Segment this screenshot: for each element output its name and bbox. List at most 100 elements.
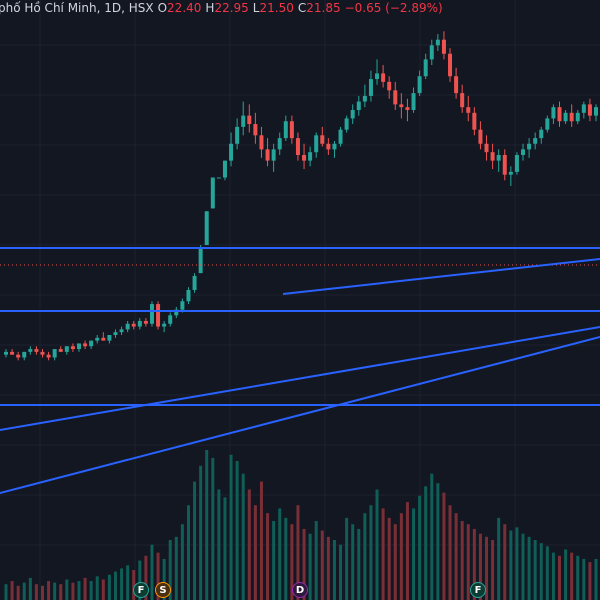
volume-bar — [174, 536, 178, 600]
candle-body — [514, 155, 519, 172]
volume-bar — [339, 544, 343, 600]
volume-bar — [205, 450, 209, 600]
volume-bar — [454, 513, 458, 600]
volume-bar — [47, 581, 51, 600]
candle-body — [229, 143, 234, 161]
volume-bar — [491, 540, 495, 600]
drawings[interactable] — [0, 247, 600, 494]
candle-body — [289, 121, 294, 139]
volume-bar — [375, 489, 379, 600]
high-value: 22.95 — [214, 1, 249, 15]
volume-bar — [308, 533, 312, 600]
volume-bar — [259, 481, 263, 600]
volume-bar — [77, 581, 81, 600]
candle-body — [460, 93, 465, 108]
volume-bar — [418, 495, 422, 600]
candle-body — [484, 143, 489, 153]
candle-body — [496, 155, 501, 161]
candle-body — [308, 152, 313, 161]
candle-body — [52, 349, 57, 358]
candle-body — [265, 149, 270, 161]
candle-body — [539, 129, 544, 139]
volume-bar — [247, 489, 251, 600]
candle-body — [89, 340, 94, 347]
volume-bar — [89, 581, 93, 600]
volume-bar — [290, 524, 294, 600]
candle-body — [399, 104, 404, 108]
volume-bar — [436, 483, 440, 600]
volume-bar — [478, 533, 482, 600]
volume-bar — [193, 481, 197, 600]
candle-body — [241, 115, 246, 127]
volume-bar — [120, 568, 124, 600]
candle-body — [326, 143, 331, 150]
candle-body — [411, 93, 416, 110]
volume-bar — [332, 540, 336, 600]
event-marker-dividend[interactable]: D — [292, 582, 308, 598]
candle-body — [131, 323, 136, 327]
volume-bar — [126, 565, 130, 600]
candle-body — [95, 337, 100, 341]
volume-bar — [217, 489, 221, 600]
candle-body — [569, 112, 574, 122]
candle-body — [314, 135, 319, 153]
open-value: 22.40 — [167, 1, 202, 15]
volume-bar — [296, 505, 300, 600]
candle-body — [350, 110, 355, 119]
candle-body — [137, 320, 142, 327]
candle-body — [4, 351, 8, 355]
candle-body — [40, 351, 45, 355]
candle-body — [64, 346, 69, 352]
candle-body — [174, 309, 179, 316]
volume-bar — [156, 552, 160, 600]
volume-bar — [278, 508, 282, 600]
candle-body — [581, 104, 586, 113]
volume-bar — [229, 454, 233, 600]
candle-body — [143, 320, 148, 324]
volume-bar — [144, 555, 148, 600]
candle-body — [58, 349, 63, 352]
candle-body — [423, 59, 428, 77]
volume-bar — [4, 584, 8, 600]
volume-bar — [369, 505, 373, 600]
trendline-channel-top[interactable] — [0, 326, 600, 431]
trendline-upper[interactable] — [282, 258, 600, 295]
candle-body — [76, 343, 81, 350]
event-marker-earnings-2[interactable]: F — [470, 582, 486, 598]
volume-bar — [235, 461, 239, 600]
candle-body — [478, 129, 483, 144]
candle-body — [259, 135, 264, 150]
candle-body — [186, 290, 191, 302]
event-marker-earnings[interactable]: F — [133, 582, 149, 598]
candle-body — [332, 143, 337, 150]
volume-bar — [326, 536, 330, 600]
volume-bar — [430, 473, 434, 600]
candle-body — [210, 177, 215, 209]
trendline-channel-bottom[interactable] — [0, 336, 600, 494]
change-value: −0.65 (−2.89%) — [344, 1, 443, 15]
volume-bar — [405, 502, 409, 600]
candle-body — [113, 332, 118, 335]
candle-body — [587, 104, 592, 116]
candle-body — [557, 107, 562, 122]
candle-body — [28, 349, 33, 352]
volume-bar — [345, 517, 349, 600]
candle-body — [575, 112, 580, 122]
volume-bar — [241, 473, 245, 600]
candle-body — [107, 335, 112, 341]
event-marker-split[interactable]: S — [155, 582, 171, 598]
candle-body — [362, 95, 367, 102]
volume-bar — [497, 517, 501, 600]
candle-body — [521, 149, 526, 155]
close-value: 21.85 — [306, 1, 341, 15]
volume-bar — [582, 558, 586, 600]
volume-bar — [22, 582, 26, 600]
candle-body — [344, 118, 349, 130]
candle-body — [10, 351, 15, 355]
volume-bar — [101, 579, 105, 600]
volume-bar — [545, 546, 549, 600]
volume-bar — [448, 505, 452, 600]
candle-body — [149, 304, 154, 324]
